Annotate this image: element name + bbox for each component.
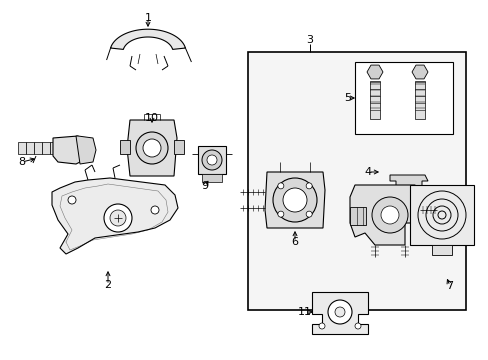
Circle shape [371,197,407,233]
Circle shape [202,150,222,170]
Polygon shape [264,172,325,228]
Circle shape [327,300,351,324]
Text: 7: 7 [446,281,453,291]
Bar [18,142,26,154]
Circle shape [110,210,126,226]
Bar [349,207,365,225]
Text: 6: 6 [291,237,298,247]
Polygon shape [389,175,427,197]
Circle shape [104,204,132,232]
Polygon shape [127,120,177,176]
Polygon shape [366,65,382,79]
Text: 8: 8 [19,157,25,167]
Circle shape [334,307,345,317]
Polygon shape [311,292,367,334]
Bar [120,140,130,154]
Bar [409,185,473,245]
Circle shape [305,211,311,217]
Text: 9: 9 [201,181,208,191]
Text: 11: 11 [297,307,311,317]
Circle shape [354,323,360,329]
Circle shape [305,183,311,189]
Polygon shape [76,136,96,164]
Bar [42,142,50,154]
Bar [174,140,183,154]
Bar [50,142,58,154]
Circle shape [318,323,325,329]
Circle shape [283,188,306,212]
Circle shape [142,139,161,157]
Text: 3: 3 [306,35,313,45]
Circle shape [277,183,283,189]
Text: 10: 10 [145,113,159,123]
Polygon shape [53,136,86,164]
Bar [247,52,465,310]
Circle shape [206,155,217,165]
Bar [354,62,452,134]
Circle shape [272,178,316,222]
Text: 1: 1 [144,13,151,23]
Polygon shape [110,29,185,49]
Circle shape [136,132,168,164]
Bar [34,142,42,154]
Bar [431,245,451,255]
Bar [414,81,424,119]
Circle shape [380,206,398,224]
Circle shape [151,206,159,214]
Bar [198,146,225,174]
Bar [26,142,34,154]
Circle shape [68,196,76,204]
Text: 5: 5 [344,93,351,103]
Bar [369,81,379,119]
Text: 4: 4 [364,167,371,177]
Polygon shape [349,185,419,245]
Text: 2: 2 [104,280,111,290]
Circle shape [277,211,283,217]
Bar [202,174,222,182]
Polygon shape [411,65,427,79]
Polygon shape [52,178,178,254]
